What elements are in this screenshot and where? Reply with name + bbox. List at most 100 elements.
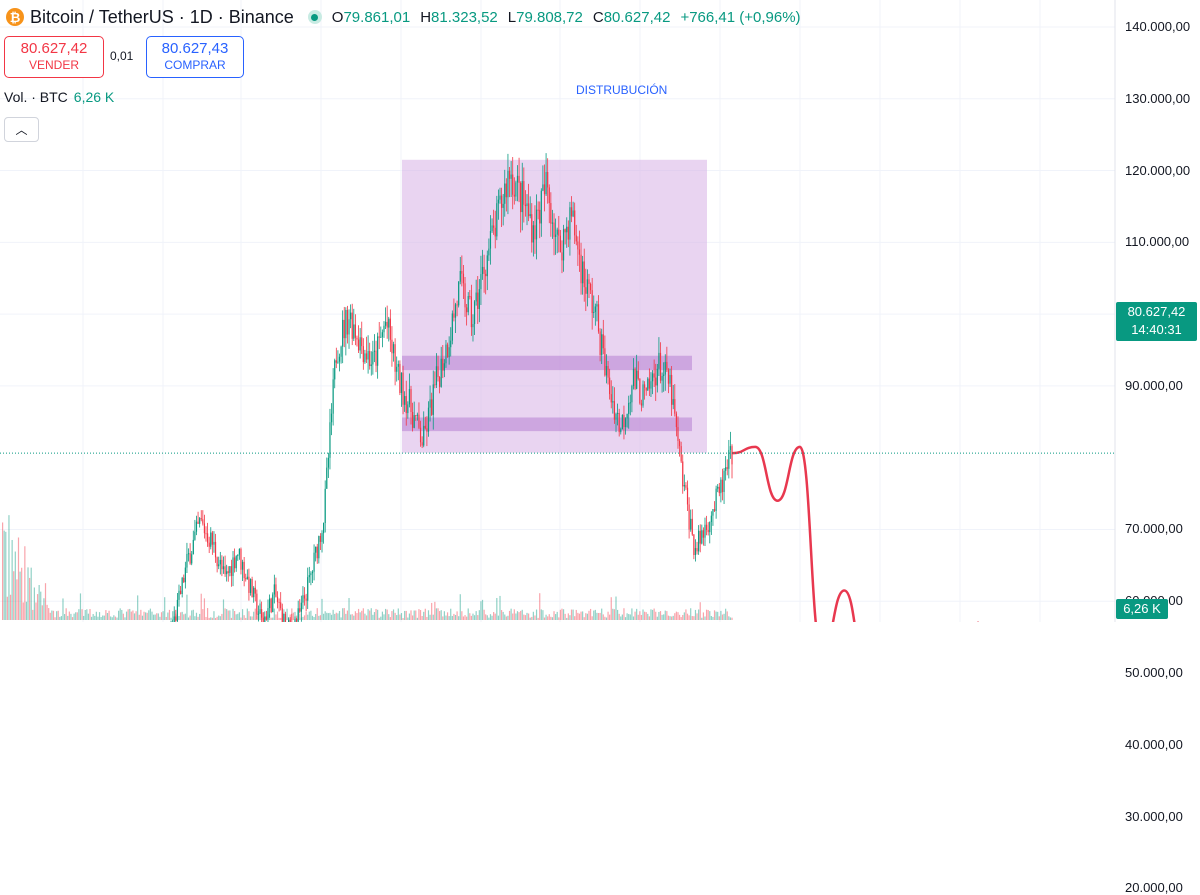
- candle-body: [318, 536, 320, 559]
- volume-bar: [59, 616, 61, 620]
- volume-bar: [715, 611, 717, 620]
- volume-bar: [559, 609, 561, 620]
- volume-bar: [496, 597, 498, 620]
- candle-body: [288, 619, 290, 622]
- volume-bar: [688, 615, 690, 620]
- candle-body: [176, 599, 179, 621]
- volume-bar: [319, 615, 322, 620]
- candle-body: [337, 361, 339, 363]
- candle-body: [310, 573, 312, 576]
- candle-body: [502, 203, 504, 208]
- candle-body: [299, 608, 301, 612]
- y-tick-label: 20.000,00: [1125, 880, 1183, 895]
- volume-bar: [218, 615, 220, 620]
- candle-body: [667, 369, 670, 384]
- candle-body: [645, 387, 647, 391]
- candle-body: [446, 344, 449, 358]
- volume-bar: [682, 614, 684, 620]
- volume-bar: [311, 615, 314, 620]
- sell-label: VENDER: [28, 58, 79, 72]
- candle-body: [648, 378, 650, 389]
- volume-bar: [564, 613, 566, 620]
- candle-body: [203, 523, 206, 534]
- volume-bar: [70, 613, 72, 620]
- volume-bar: [575, 609, 577, 620]
- buy-button[interactable]: 80.627,43 COMPRAR: [146, 36, 244, 78]
- volume-bar: [709, 611, 711, 620]
- volume-bar: [731, 617, 733, 620]
- volume-bar: [3, 530, 5, 620]
- volume-bar: [191, 610, 193, 620]
- candle-body: [464, 283, 466, 308]
- candle-body: [664, 361, 666, 375]
- candle-body: [219, 559, 221, 565]
- volume-bar: [243, 615, 245, 620]
- candle-body: [493, 225, 495, 228]
- y-tick-label: 140.000,00: [1125, 19, 1191, 34]
- candle-body: [605, 366, 608, 376]
- volume-bar: [556, 611, 558, 620]
- candle-body: [478, 289, 480, 309]
- candle-body: [179, 590, 182, 594]
- change-value: +766,41 (+0,96%): [680, 8, 801, 26]
- sell-button[interactable]: 80.627,42 VENDER: [4, 36, 104, 78]
- volume-bar: [454, 614, 457, 620]
- candle-body: [458, 281, 460, 306]
- volume-bar: [254, 608, 256, 620]
- volume-bar: [105, 610, 107, 620]
- candle-body: [628, 402, 630, 414]
- candle-body: [227, 571, 229, 573]
- candle-body: [183, 577, 185, 583]
- candle-body: [507, 170, 509, 198]
- volume-bar: [49, 612, 51, 620]
- current-price-label: 80.627,42 14:40:31: [1116, 302, 1197, 341]
- volume-bar: [303, 615, 306, 620]
- candle-body: [639, 378, 641, 404]
- candle-body: [354, 324, 356, 338]
- volume-bar: [504, 614, 506, 620]
- candle-body: [461, 271, 463, 274]
- candle-body: [218, 564, 220, 567]
- candle-body: [726, 467, 728, 469]
- candle-body: [432, 384, 434, 415]
- volume-bar: [632, 616, 635, 620]
- candle-body: [289, 619, 291, 622]
- volume-bar: [151, 611, 153, 620]
- symbol-title[interactable]: Bitcoin / TetherUS · 1D · Binance: [30, 6, 294, 27]
- volume-bar: [84, 609, 86, 620]
- candle-body: [618, 412, 620, 433]
- volume-bar: [356, 613, 358, 620]
- volume-bar: [19, 571, 21, 620]
- zones: [402, 159, 707, 453]
- candle-body: [415, 415, 417, 417]
- market-status-icon[interactable]: [307, 10, 322, 24]
- volume-bar: [160, 612, 163, 620]
- projection-drawing: [731, 445, 979, 622]
- volume-bar: [500, 610, 503, 620]
- volume-bar: [439, 611, 441, 620]
- volume-bar: [516, 611, 519, 620]
- candle-body: [178, 590, 180, 600]
- volume-bar: [118, 610, 120, 620]
- volume-bar: [27, 567, 29, 620]
- candle-body: [346, 309, 349, 335]
- volume-bar: [594, 609, 596, 620]
- price-chart[interactable]: [0, 0, 1200, 622]
- volume-bar: [132, 610, 134, 620]
- volume-bar: [111, 617, 113, 620]
- volume-bar: [113, 615, 115, 620]
- candle-body: [313, 552, 315, 572]
- candle-body: [518, 175, 520, 183]
- volume-bar: [535, 609, 538, 620]
- volume-bar: [672, 615, 674, 620]
- candle-body: [268, 598, 271, 609]
- collapse-legend-button[interactable]: ︿: [4, 117, 39, 142]
- candle-body: [702, 530, 705, 538]
- volume-bar: [102, 615, 104, 620]
- volume-bar: [384, 608, 387, 620]
- volume-bar: [634, 611, 636, 620]
- candle-body: [488, 248, 490, 256]
- volume-bar: [526, 612, 528, 620]
- candle-body: [265, 616, 267, 620]
- volume-bar: [410, 610, 412, 620]
